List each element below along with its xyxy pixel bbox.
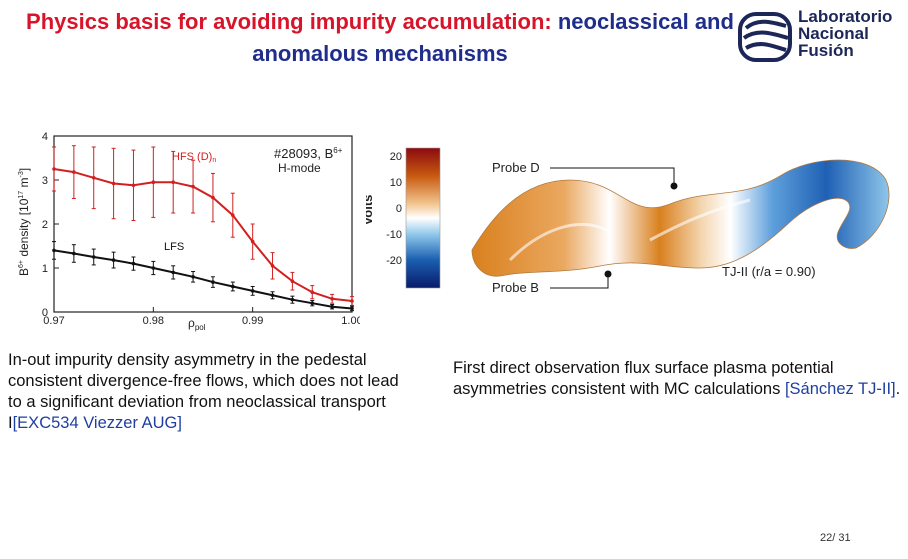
slide-title: Physics basis for avoiding impurity accu…	[0, 6, 760, 70]
y-axis-label: B6+ density [1017 m-3]	[17, 168, 31, 276]
logo-line3: Fusión	[798, 41, 854, 60]
x-tick-label: 0.98	[143, 315, 164, 327]
hfs-data-point	[151, 180, 156, 184]
lnf-emblem-icon	[738, 12, 792, 62]
hfs-data-point	[211, 195, 215, 200]
lfs-data-point	[191, 275, 195, 279]
lfs-data-point	[350, 306, 354, 311]
y-tick-label: 4	[42, 131, 48, 143]
probe-d-label: Probe D	[492, 160, 540, 175]
y-tick-label: 2	[42, 219, 48, 231]
colorbar-tick-20: 20	[390, 151, 402, 163]
hfs-data-point	[310, 290, 315, 294]
hfs-data-point	[250, 239, 255, 244]
density-profile-chart: 0.97 0.98 0.99 1.00 0 1 2 3 4 #28093, B6+ H-mode…	[17, 131, 360, 332]
page-number: 22/ 31	[820, 532, 851, 544]
logo-line1: Laboratorio	[798, 7, 893, 26]
right-caption: First direct observation flux surface pl…	[453, 358, 903, 400]
x-axis-label: ρpol	[188, 316, 206, 332]
plot-frame	[53, 135, 353, 313]
hfs-data-point	[191, 184, 195, 189]
x-tick-label: 0.99	[242, 315, 263, 327]
series-group	[52, 145, 354, 312]
lfs-data-point	[151, 266, 156, 270]
lfs-data-point	[52, 248, 56, 253]
shot-annotation: #28093, B6+	[274, 146, 343, 161]
axis-ticks: 0.97 0.98 0.99 1.00 0 1 2 3 4	[42, 131, 360, 327]
lfs-data-point	[290, 297, 295, 302]
left-caption-reference: [EXC534 Viezzer AUG]	[12, 414, 182, 432]
colorbar-tick-10: 10	[390, 177, 402, 189]
lfs-data-point	[270, 293, 275, 298]
lfs-data-point	[171, 270, 175, 275]
hfs-data-point	[131, 183, 136, 188]
slide-title-part2: neoclassical and anomalous mechanisms	[252, 9, 734, 66]
lfs-data-point	[72, 251, 76, 256]
lfs-data-point	[111, 258, 116, 262]
hfs-data-point	[171, 180, 175, 184]
left-caption: In-out impurity density asymmetry in the…	[8, 350, 408, 434]
right-caption-end: .	[895, 380, 901, 398]
right-caption-text: First direct observation flux surface pl…	[453, 359, 834, 398]
colorbar-tick-minus10: -10	[386, 229, 402, 241]
colorbar-gradient	[405, 147, 441, 289]
lfs-data-point	[131, 261, 136, 266]
hfs-series-line	[53, 168, 353, 302]
hfs-data-point	[231, 213, 235, 217]
hfs-data-point	[270, 264, 275, 268]
x-tick-label: 0.97	[43, 315, 64, 327]
flux-surface-shape	[471, 159, 890, 277]
probe-b-leader	[550, 274, 609, 289]
lfs-label: LFS	[164, 241, 184, 253]
left-caption-text: In-out impurity density asymmetry in the…	[8, 351, 399, 432]
flux-surface-potential-image: Probe D Probe B TJ-II (r/a = 0.90)	[471, 159, 890, 295]
logo-text: Laboratorio Nacional Fusión	[798, 8, 892, 59]
probe-d-leader	[550, 167, 675, 186]
colorbar-label: Volts	[366, 195, 375, 226]
hfs-data-point	[72, 170, 76, 174]
hfs-label: HFS (D)n	[172, 151, 216, 164]
hfs-data-point	[290, 279, 295, 283]
mode-annotation: H-mode	[278, 161, 321, 175]
colorbar-tick-minus20: -20	[386, 255, 402, 267]
hfs-data-point	[111, 181, 116, 186]
y-tick-label: 0	[42, 307, 48, 319]
logo-line2: Nacional	[798, 24, 869, 43]
lfs-data-point	[250, 289, 255, 293]
lfs-series-line	[53, 249, 353, 310]
x-tick-label: 1.00	[341, 315, 360, 327]
device-label: TJ-II (r/a = 0.90)	[722, 264, 816, 279]
hfs-data-point	[330, 297, 334, 301]
potential-colorbar: 20 10 0 -10 -20 Volts	[366, 147, 441, 289]
lfs-data-point	[310, 301, 315, 305]
right-caption-reference: [Sánchez TJ-II]	[784, 380, 896, 398]
lfs-data-point	[231, 284, 235, 289]
hfs-data-point	[91, 176, 96, 180]
lfs-data-point	[91, 255, 96, 259]
laboratorio-nacional-fusion-logo: Laboratorio Nacional Fusión	[736, 8, 896, 64]
surface-highlight	[508, 198, 751, 262]
hfs-data-point	[350, 299, 354, 303]
lfs-data-point	[211, 280, 215, 284]
slide-title-part1: Physics basis for avoiding impurity accu…	[26, 9, 558, 34]
probe-b-label: Probe B	[492, 280, 539, 295]
hfs-data-point	[52, 167, 56, 171]
y-tick-label: 1	[42, 263, 48, 275]
lfs-data-point	[330, 304, 334, 309]
y-tick-label: 3	[42, 175, 48, 187]
colorbar-tick-0: 0	[396, 203, 402, 215]
